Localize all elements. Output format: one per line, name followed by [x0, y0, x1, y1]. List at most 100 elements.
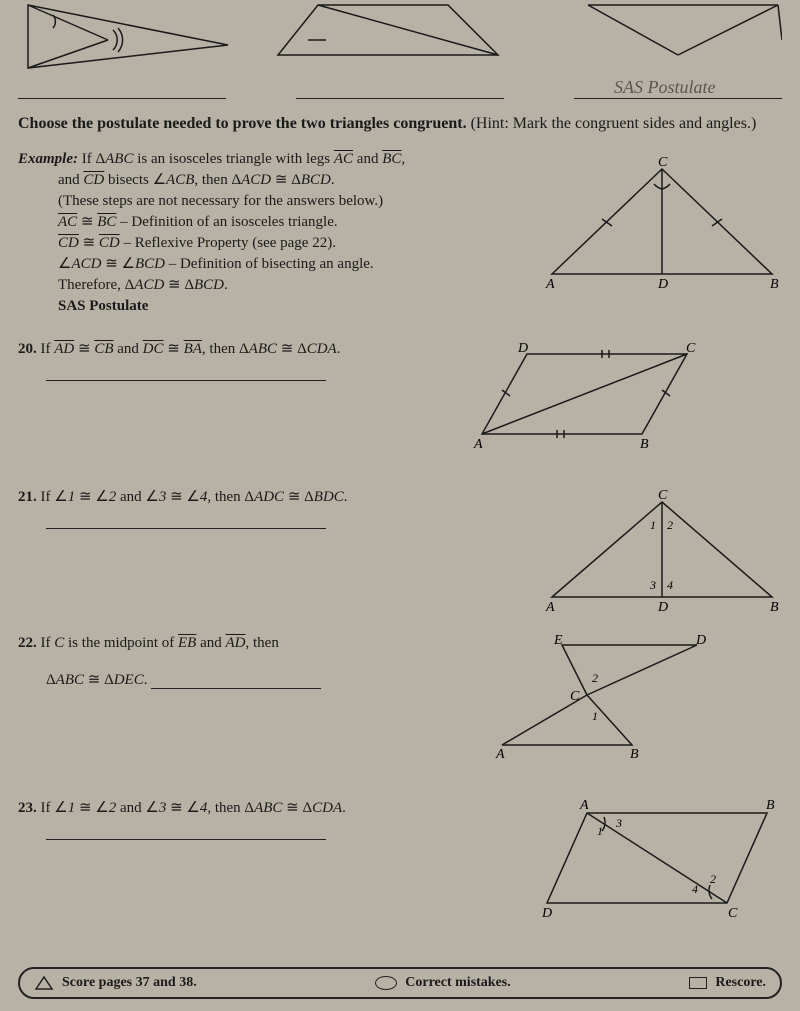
svg-text:D: D	[541, 906, 552, 921]
t: – Reflexive Property (see page 22).	[120, 235, 336, 251]
answer-blank-1	[18, 98, 226, 99]
instructions-hint: (Hint: Mark the congruent sides and angl…	[467, 115, 757, 132]
t: .	[337, 341, 341, 357]
problem-number: 22.	[18, 635, 37, 651]
footer-score: Score pages 37 and 38.	[34, 975, 197, 991]
var: C	[54, 635, 64, 651]
t: ≅	[164, 341, 184, 357]
t: Δ	[46, 672, 56, 688]
triangle: BCD	[301, 172, 331, 188]
answer-blank-p20	[46, 380, 326, 381]
svg-text:E: E	[553, 633, 563, 648]
t: If ∠	[37, 489, 68, 505]
segment: CD	[99, 235, 120, 251]
svg-text:4: 4	[692, 882, 698, 896]
t: and ∠	[116, 489, 159, 505]
svg-text:D: D	[517, 341, 528, 356]
segment: AD	[54, 341, 74, 357]
t: ≅ Δ	[84, 672, 114, 688]
handwritten-answer: SAS Postulate	[614, 77, 716, 98]
p21-figure: A D B C 1 2 3 4	[532, 487, 792, 617]
segment: CD	[58, 235, 79, 251]
triangle: BCD	[194, 277, 224, 293]
svg-text:B: B	[770, 277, 779, 292]
triangle: ABC	[249, 341, 277, 357]
svg-text:1: 1	[597, 824, 603, 838]
t: If	[37, 635, 55, 651]
t: , then Δ	[194, 172, 241, 188]
footer-correct-text: Correct mistakes.	[405, 975, 511, 991]
segment: AC	[334, 151, 353, 167]
example-figure: A D B C	[532, 154, 792, 294]
triangle: ACD	[241, 172, 271, 188]
svg-text:D: D	[695, 633, 706, 648]
t: and	[196, 635, 225, 651]
t: ≅ ∠	[166, 800, 200, 816]
triangle: ADC	[254, 489, 284, 505]
answer-blank-p21	[46, 528, 326, 529]
problem-22: 22. If C is the midpoint of EB and AD, t…	[18, 635, 782, 770]
t: and	[58, 172, 83, 188]
t: ≅ ∠	[166, 489, 200, 505]
t: If ∠	[37, 800, 68, 816]
triangle: BDC	[314, 489, 344, 505]
example-block: Example: If ΔABC is an isosceles triangl…	[18, 149, 782, 317]
svg-text:A: A	[545, 277, 555, 292]
svg-text:3: 3	[649, 578, 656, 592]
svg-text:A: A	[579, 798, 589, 813]
svg-text:D: D	[657, 277, 668, 292]
triangle: ABC	[254, 800, 282, 816]
answer-blank-2	[296, 98, 504, 99]
segment: BC	[97, 214, 116, 230]
svg-text:C: C	[728, 906, 738, 921]
instructions-lead: Choose the postulate needed to prove the…	[18, 115, 467, 132]
segment: EB	[178, 635, 196, 651]
t: bisects ∠	[104, 172, 166, 188]
t: ∠	[58, 256, 71, 272]
t: ≅ ∠	[75, 489, 109, 505]
svg-text:4: 4	[667, 578, 673, 592]
answer-blank-3: SAS Postulate	[574, 98, 782, 99]
top-figures-row	[18, 0, 782, 80]
svg-text:2: 2	[667, 518, 673, 532]
t: ABC	[105, 151, 133, 167]
t: ≅ Δ	[282, 800, 312, 816]
svg-text:A: A	[473, 437, 483, 452]
segment: BC	[382, 151, 401, 167]
answer-blank-p23	[46, 839, 326, 840]
t: , then Δ	[207, 800, 254, 816]
svg-text:2: 2	[592, 671, 598, 685]
svg-text:2: 2	[710, 872, 716, 886]
triangle: ACD	[134, 277, 164, 293]
svg-text:D: D	[657, 600, 668, 615]
svg-text:1: 1	[592, 709, 598, 723]
triangle: ABC	[56, 672, 84, 688]
section-instructions: Choose the postulate needed to prove the…	[18, 113, 782, 135]
t: – Definition of an isosceles triangle.	[116, 214, 337, 230]
t: ≅ Δ	[277, 341, 307, 357]
t: and ∠	[116, 800, 159, 816]
t: .	[331, 172, 335, 188]
triangle: CDA	[307, 341, 337, 357]
segment: CD	[83, 172, 104, 188]
svg-text:A: A	[495, 747, 505, 760]
angle: ACB	[166, 172, 194, 188]
svg-text:3: 3	[615, 816, 622, 830]
t: ≅ ∠	[75, 800, 109, 816]
footer-correct: Correct mistakes.	[375, 975, 511, 991]
t: Therefore, Δ	[58, 277, 134, 293]
segment: BA	[184, 341, 202, 357]
segment: CB	[94, 341, 113, 357]
segment: AC	[58, 214, 77, 230]
t: If	[37, 341, 55, 357]
footer-score-text: Score pages 37 and 38.	[62, 975, 197, 991]
problem-21: 21. If ∠1 ≅ ∠2 and ∠3 ≅ ∠4, then ΔADC ≅ …	[18, 487, 782, 607]
example-answer: SAS Postulate	[58, 296, 782, 317]
triangle: CDA	[312, 800, 342, 816]
example-label: Example:	[18, 151, 78, 167]
top-answer-blanks-row: SAS Postulate	[18, 98, 782, 99]
t: is an isosceles triangle with legs	[133, 151, 333, 167]
svg-text:1: 1	[650, 518, 656, 532]
t: ≅	[79, 235, 99, 251]
problem-number: 21.	[18, 489, 37, 505]
